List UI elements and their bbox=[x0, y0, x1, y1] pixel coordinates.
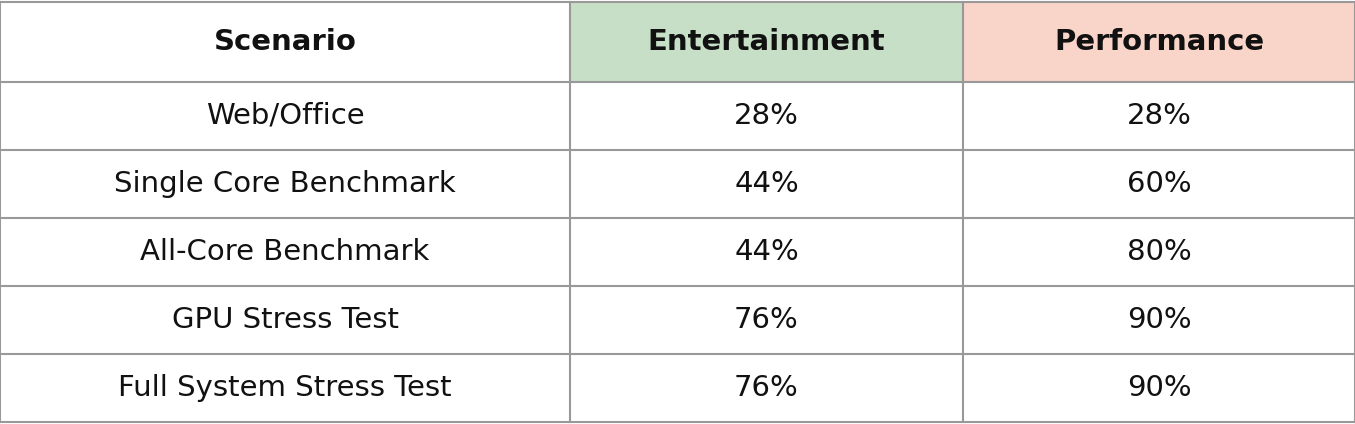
Text: Web/Office: Web/Office bbox=[206, 102, 364, 130]
Text: Performance: Performance bbox=[1054, 28, 1264, 56]
Text: All-Core Benchmark: All-Core Benchmark bbox=[141, 238, 430, 266]
Text: 76%: 76% bbox=[734, 306, 799, 334]
Text: 90%: 90% bbox=[1127, 374, 1191, 402]
Bar bbox=[0, 354, 1355, 422]
Text: Entertainment: Entertainment bbox=[648, 28, 885, 56]
Text: 80%: 80% bbox=[1126, 238, 1191, 266]
Bar bbox=[0, 2, 570, 82]
Bar bbox=[0, 150, 1355, 218]
Text: 44%: 44% bbox=[734, 238, 799, 266]
Bar bbox=[0, 218, 1355, 286]
Bar bbox=[0, 286, 1355, 354]
Text: 90%: 90% bbox=[1127, 306, 1191, 334]
Bar bbox=[963, 2, 1355, 82]
Text: 60%: 60% bbox=[1127, 170, 1191, 198]
Text: 76%: 76% bbox=[734, 374, 799, 402]
Text: Full System Stress Test: Full System Stress Test bbox=[118, 374, 451, 402]
Text: Single Core Benchmark: Single Core Benchmark bbox=[114, 170, 455, 198]
Text: 28%: 28% bbox=[1126, 102, 1191, 130]
Text: GPU Stress Test: GPU Stress Test bbox=[172, 306, 398, 334]
Text: Scenario: Scenario bbox=[214, 28, 356, 56]
Text: 28%: 28% bbox=[734, 102, 799, 130]
Bar bbox=[570, 2, 963, 82]
Bar bbox=[0, 82, 1355, 150]
Text: 44%: 44% bbox=[734, 170, 799, 198]
